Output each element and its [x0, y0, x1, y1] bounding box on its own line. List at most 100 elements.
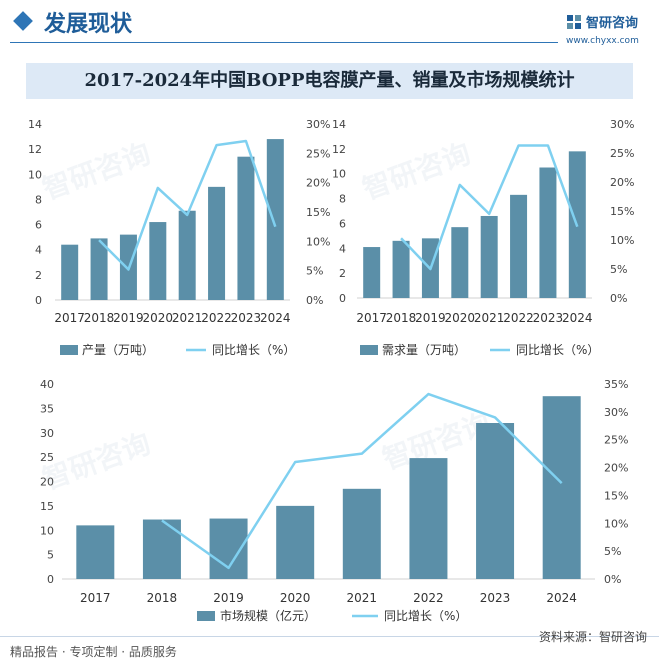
y2-tick-label: 30%: [610, 118, 634, 131]
y-tick-label: 12: [28, 143, 42, 156]
y2-tick-label: 25%: [306, 147, 330, 160]
bar: [451, 227, 469, 298]
bar: [276, 505, 315, 579]
footer-tagline: 精品报告 · 专项定制 · 品质服务: [10, 645, 177, 659]
diamond-icon: [13, 11, 33, 31]
legend-bar-swatch: [60, 345, 78, 355]
x-tick-label: 2018: [84, 311, 115, 325]
y-tick-label: 10: [28, 168, 42, 181]
y2-tick-label: 0%: [604, 573, 621, 586]
x-tick-label: 2017: [356, 311, 387, 325]
x-tick-label: 2020: [143, 311, 174, 325]
y2-tick-label: 10%: [306, 235, 330, 248]
y2-tick-label: 0%: [610, 292, 627, 305]
y2-tick-label: 25%: [610, 147, 634, 160]
y-tick-label: 15: [40, 500, 54, 513]
y2-tick-label: 20%: [306, 177, 330, 190]
y-tick-label: 10: [332, 168, 346, 181]
chart-title-bar: 2017-2024年中国BOPP电容膜产量、销量及市场规模统计: [26, 63, 633, 99]
bar: [266, 139, 284, 300]
y-tick-label: 4: [35, 244, 42, 257]
bar: [178, 210, 196, 300]
y-tick-label: 20: [40, 476, 54, 489]
y-tick-label: 6: [35, 219, 42, 232]
legend-bar-swatch: [360, 345, 378, 355]
legend-bar-label: 需求量（万吨）: [382, 343, 466, 357]
x-tick-label: 2024: [562, 311, 593, 325]
footer-rule: [0, 636, 659, 637]
bar: [363, 247, 381, 298]
x-tick-label: 2020: [445, 311, 476, 325]
chart-market-size: 0 5 10 15 20 25 30 35 40 0% 5% 10% 15% 20% 25% 30% 35% 20…: [40, 378, 628, 623]
y-tick-label: 30: [40, 427, 54, 440]
legend-line-label: 同比增长（%）: [212, 343, 295, 357]
chart-production: 024681012140%5%10%15%20%25%30%2017201820…: [28, 118, 330, 357]
legend-bar-swatch: [197, 611, 215, 621]
x-tick-label: 2017: [54, 311, 85, 325]
y-tick-label: 40: [40, 378, 54, 391]
x-tick-label: 2018: [386, 311, 417, 325]
y2-tick-label: 10%: [610, 234, 634, 247]
y2-tick-label: 0%: [306, 294, 323, 307]
y-tick-label: 35: [40, 402, 54, 415]
x-tick-label: 2022: [413, 591, 444, 605]
y-tick-label: 8: [339, 193, 346, 206]
y2-tick-label: 30%: [604, 406, 628, 419]
x-tick-label: 2019: [113, 311, 144, 325]
y2-tick-label: 25%: [604, 434, 628, 447]
y-tick-label: 2: [339, 267, 346, 280]
bar: [539, 167, 557, 298]
y2-tick-label: 15%: [604, 489, 628, 502]
y-tick-label: 14: [332, 118, 346, 131]
x-tick-label: 2018: [147, 591, 178, 605]
brand-url: www.chyxx.com: [566, 36, 639, 46]
bar: [542, 396, 581, 579]
bar: [510, 194, 528, 298]
x-tick-label: 2020: [280, 591, 311, 605]
x-tick-label: 2017: [80, 591, 111, 605]
bar: [409, 458, 448, 579]
brand-name: 智研咨询: [586, 16, 639, 31]
legend-bar-label: 产量（万吨）: [82, 343, 154, 357]
y2-tick-label: 5%: [604, 545, 621, 558]
bar: [480, 215, 498, 298]
y2-tick-label: 20%: [610, 176, 634, 189]
x-tick-label: 2024: [546, 591, 577, 605]
y2-tick-label: 5%: [306, 265, 323, 278]
y2-tick-label: 10%: [604, 517, 628, 530]
brand-logo-icon: [567, 15, 581, 29]
section-header: 发展现状: [0, 0, 659, 52]
y2-tick-label: 30%: [306, 118, 330, 131]
x-tick-label: 2022: [201, 311, 232, 325]
footer-source: 资料来源：智研咨询: [538, 630, 647, 644]
legend-line-label: 同比增长（%）: [516, 343, 599, 357]
y-tick-label: 14: [28, 118, 42, 131]
x-tick-label: 2019: [415, 311, 446, 325]
y-tick-label: 8: [35, 193, 42, 206]
y-tick-label: 5: [47, 549, 54, 562]
bar: [76, 525, 115, 579]
x-tick-label: 2024: [260, 311, 291, 325]
bar: [237, 156, 255, 300]
y-tick-label: 25: [40, 451, 54, 464]
y-tick-label: 4: [339, 242, 346, 255]
y-tick-label: 0: [339, 292, 346, 305]
x-tick-label: 2023: [231, 311, 262, 325]
bar: [149, 222, 167, 300]
legend-line-label: 同比增长（%）: [384, 609, 467, 623]
y2-tick-label: 15%: [306, 206, 330, 219]
x-tick-label: 2023: [480, 591, 511, 605]
y2-tick-label: 20%: [604, 462, 628, 475]
y-tick-label: 10: [40, 524, 54, 537]
legend-bar-label: 市场规模（亿元）: [220, 608, 316, 623]
x-tick-label: 2023: [533, 311, 564, 325]
x-tick-label: 2021: [347, 591, 378, 605]
bar: [61, 244, 79, 300]
y2-tick-label: 5%: [610, 263, 627, 276]
y-tick-label: 12: [332, 143, 346, 156]
bar: [392, 240, 410, 298]
bar: [208, 186, 226, 300]
x-tick-label: 2022: [503, 311, 534, 325]
y2-tick-label: 35%: [604, 378, 628, 391]
y2-tick-label: 15%: [610, 205, 634, 218]
